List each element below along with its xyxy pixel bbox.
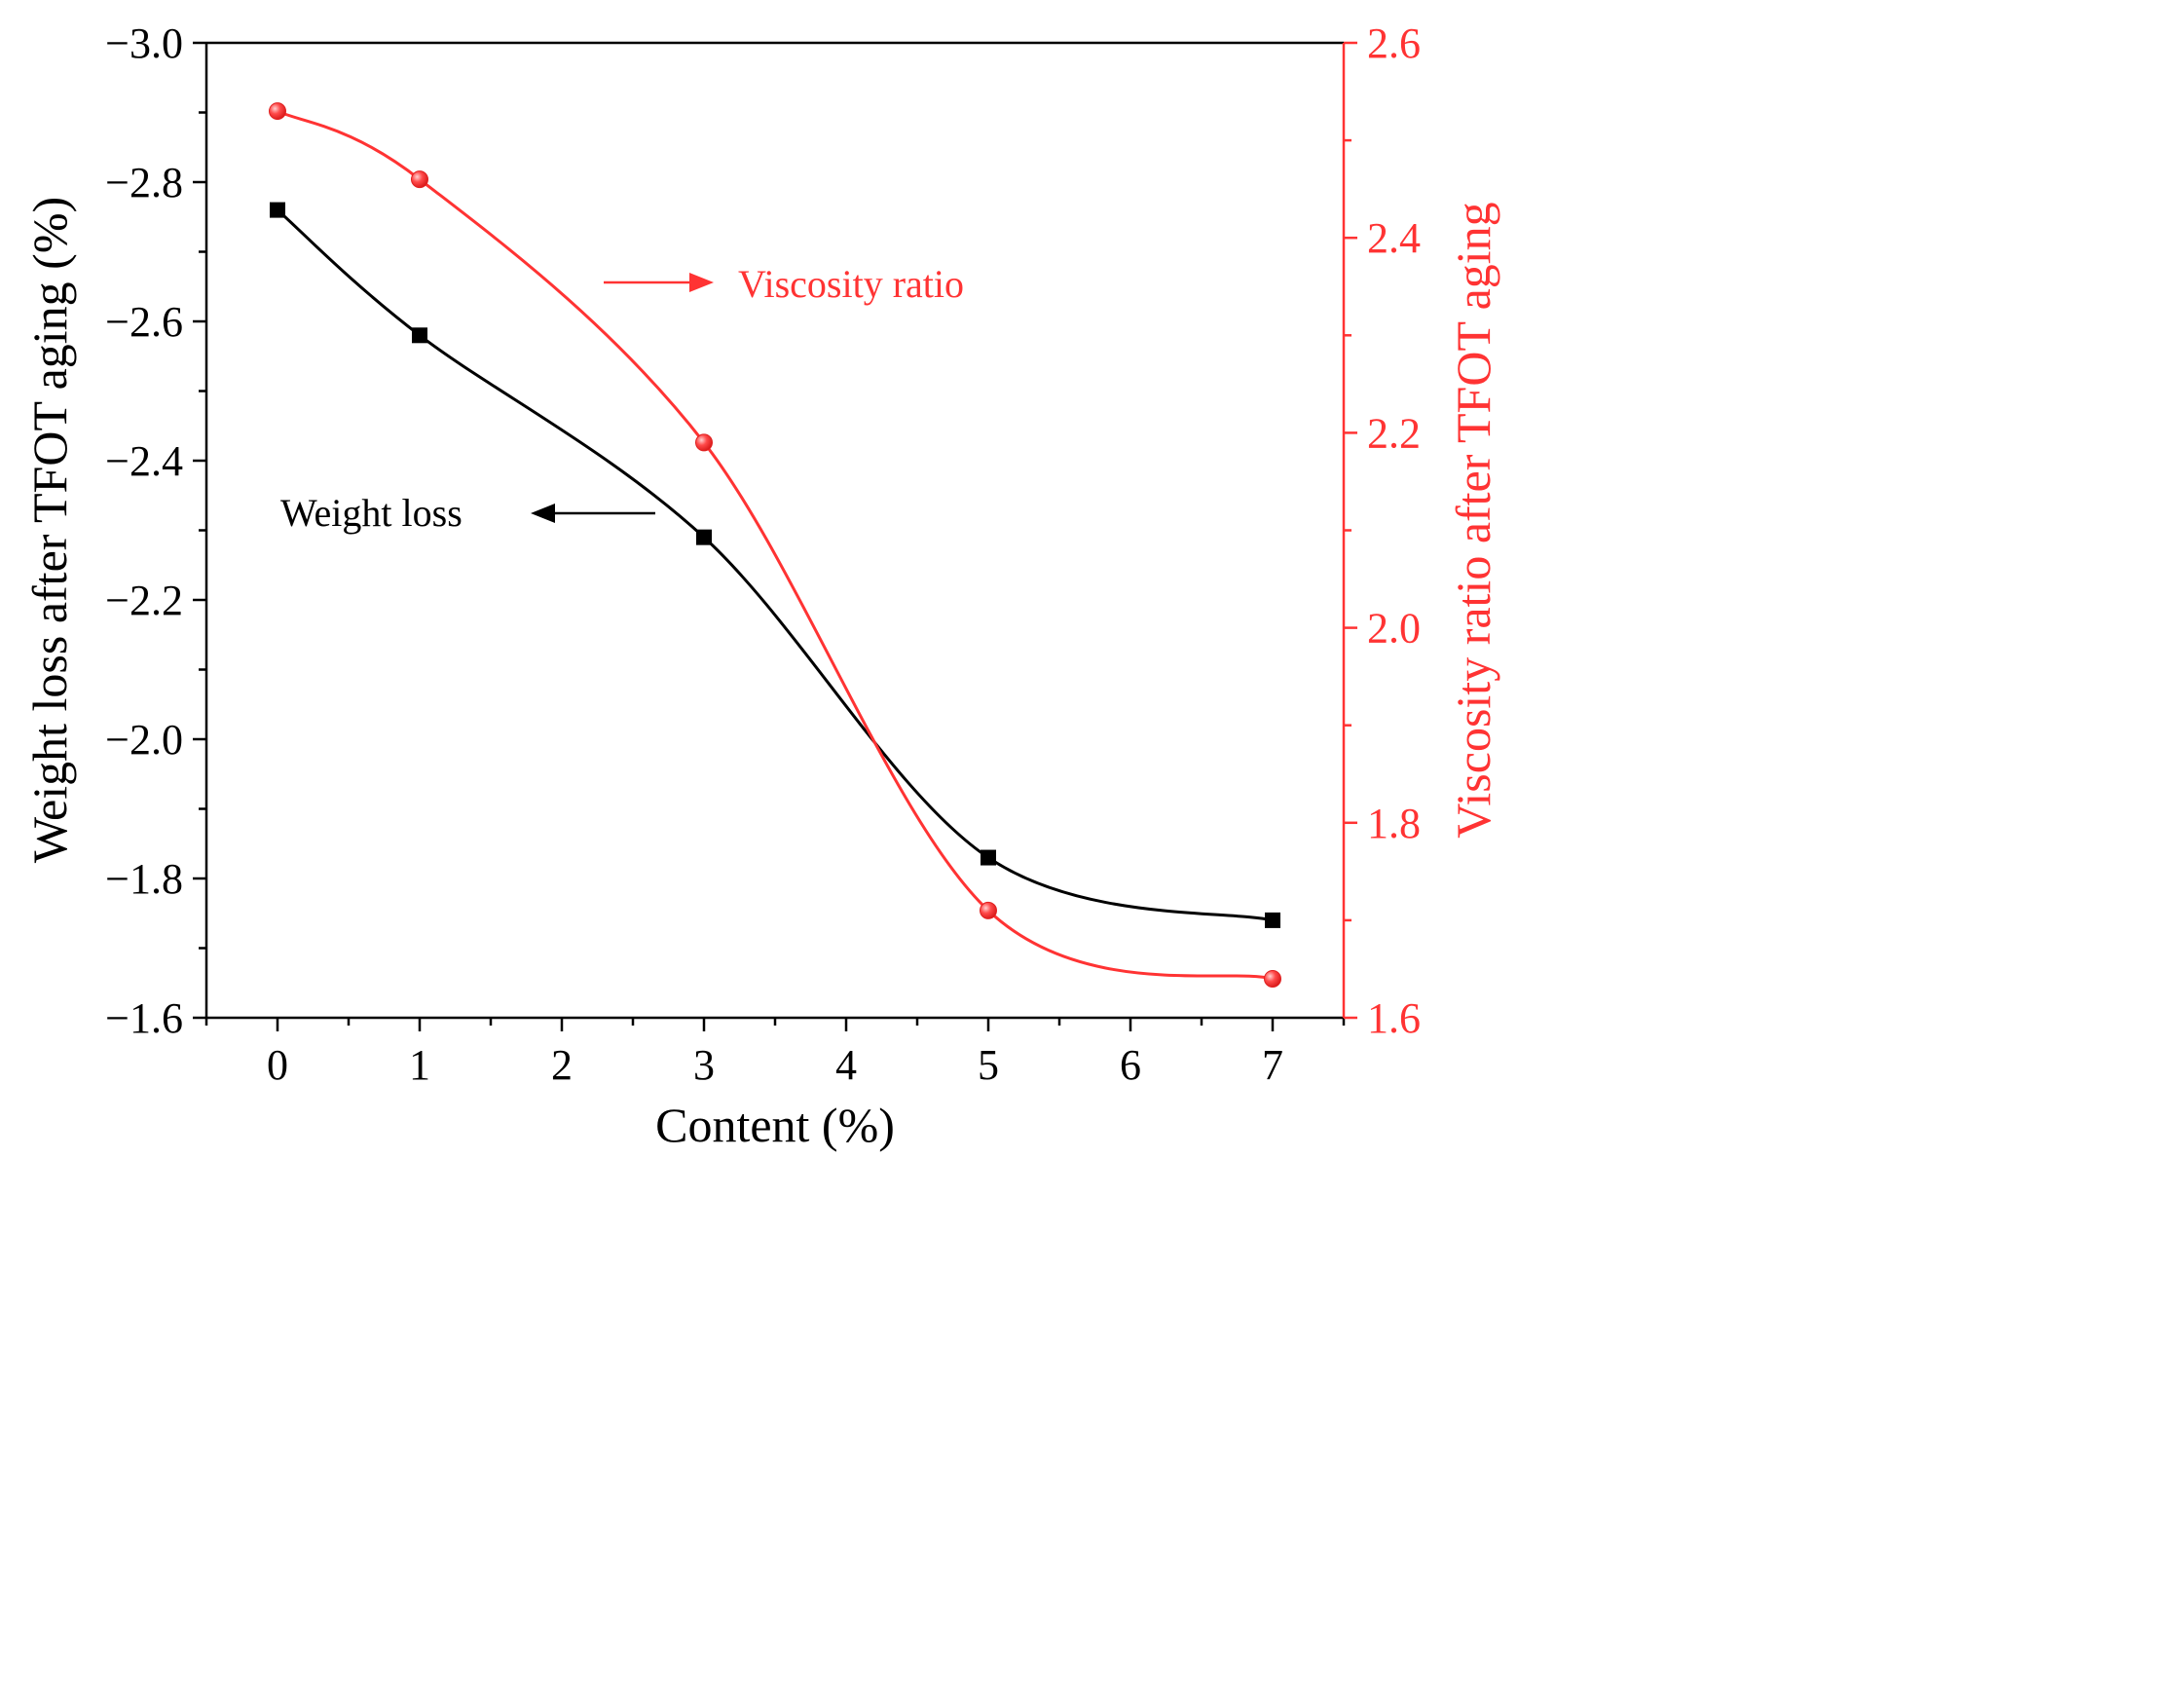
viscosity-ratio-point: [695, 433, 713, 452]
weight-loss-series: [270, 202, 1280, 928]
left-arrow-icon: [531, 504, 655, 523]
x-tick-label: 2: [551, 1041, 573, 1089]
weight-loss-annotation-label: Weight loss: [280, 491, 463, 535]
left-y-tick-label: −3.0: [105, 19, 183, 67]
weight-loss-point: [1265, 912, 1280, 928]
viscosity-ratio-point: [980, 901, 997, 919]
right-y-tick-label: 1.6: [1367, 994, 1421, 1042]
viscosity-ratio-point: [1264, 969, 1281, 988]
x-tick-label: 6: [1120, 1041, 1141, 1089]
x-tick-label: 1: [409, 1041, 430, 1089]
viscosity-ratio-series: [269, 102, 1281, 988]
left-y-axis-ticks: −3.0 −2.8 −2.6 −2.4 −2.2 −2.0 −1.8 −1.6: [105, 19, 206, 1042]
x-tick-label: 5: [978, 1041, 999, 1089]
right-y-tick-label: 1.8: [1367, 800, 1421, 847]
weight-loss-point: [412, 327, 427, 344]
x-axis-ticks: 0 1 2 3 4 5 6 7: [204, 1018, 1346, 1089]
left-y-tick-label: −1.6: [105, 994, 183, 1042]
x-axis-label: Content (%): [655, 1098, 895, 1152]
weight-loss-point: [981, 849, 996, 866]
viscosity-ratio-annotation-label: Viscosity ratio: [738, 262, 964, 306]
left-y-tick-label: −2.0: [105, 716, 183, 764]
weight-loss-point: [696, 529, 712, 545]
weight-loss-point: [270, 202, 285, 218]
left-y-axis-label: Weight loss after TFOT aging (%): [22, 197, 77, 863]
series-layer: [269, 102, 1281, 988]
weight-loss-line: [277, 208, 1274, 922]
x-tick-label: 4: [835, 1041, 857, 1089]
right-y-tick-label: 2.2: [1367, 409, 1421, 457]
left-y-tick-label: −2.4: [105, 437, 183, 485]
viscosity-ratio-line: [277, 109, 1274, 981]
right-y-tick-label: 2.6: [1367, 19, 1421, 67]
viscosity-ratio-point: [269, 102, 286, 121]
right-arrow-icon: [604, 273, 714, 292]
left-y-tick-label: −2.8: [105, 159, 183, 206]
left-y-tick-label: −1.8: [105, 855, 183, 903]
x-tick-label: 3: [693, 1041, 715, 1089]
x-tick-label: 7: [1262, 1041, 1283, 1089]
right-y-axis-ticks: 1.6 1.8 2.0 2.2 2.4 2.6: [1344, 19, 1421, 1042]
right-y-tick-label: 2.0: [1367, 605, 1421, 653]
right-y-tick-label: 2.4: [1367, 214, 1421, 262]
left-y-tick-label: −2.6: [105, 298, 183, 346]
right-y-axis-label: Viscosity ratio after TFOT aging: [1446, 202, 1500, 838]
annotations: Weight loss Viscosity ratio: [280, 262, 964, 535]
left-y-tick-label: −2.2: [105, 577, 183, 624]
chart: 0 1 2 3 4 5 6 7 −3.0 −2.8 −2.6 −2.4 −2.2 −2.0 −1.8 −1.…: [22, 19, 1500, 1152]
viscosity-ratio-point: [411, 170, 428, 189]
x-tick-label: 0: [267, 1041, 288, 1089]
